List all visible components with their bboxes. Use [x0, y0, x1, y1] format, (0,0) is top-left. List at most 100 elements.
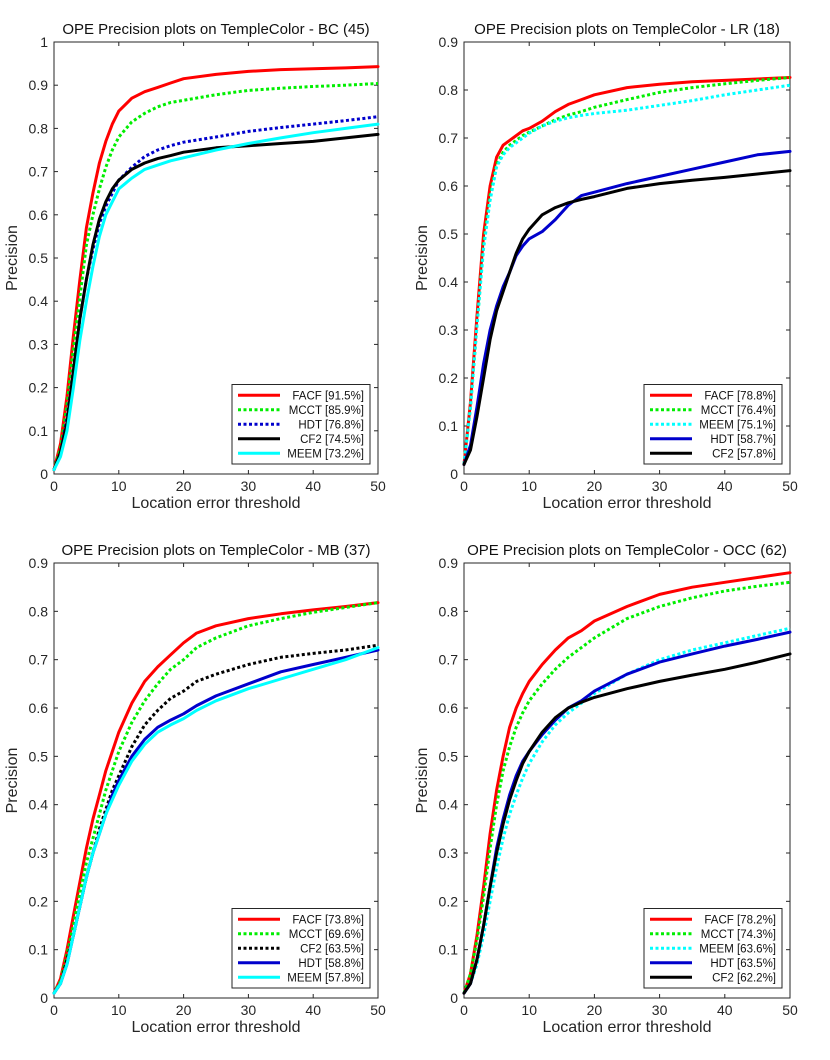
y-tick-label: 0.4	[29, 797, 49, 813]
x-tick-label: 20	[587, 1002, 603, 1018]
series-line-mcct	[462, 580, 791, 994]
series-line-meem	[52, 122, 380, 472]
series-line-facf	[462, 571, 792, 995]
y-tick-label: 0.7	[29, 652, 49, 668]
legend-label-facf: FACF [91.5%]	[292, 390, 364, 402]
legend-label-mcct: MCCT [69.6%]	[289, 929, 364, 941]
y-tick-label: 0.2	[439, 893, 459, 909]
x-tick-label: 40	[717, 1002, 733, 1018]
x-tick-label: 10	[521, 1002, 537, 1018]
y-tick-label: 1	[40, 34, 48, 50]
legend-label-mcct: MCCT [85.9%]	[289, 405, 364, 417]
y-tick-label: 0.7	[439, 130, 459, 146]
y-tick-label: 0.1	[439, 418, 459, 434]
legend-label-hdt: HDT [58.8%]	[298, 958, 364, 970]
series-line-mcct	[52, 601, 379, 994]
series-line-meem	[462, 83, 791, 465]
y-tick-label: 0.1	[439, 942, 459, 958]
legend-label-cf2: CF2 [63.5%]	[300, 943, 364, 955]
x-tick-label: 30	[241, 1002, 257, 1018]
y-tick-label: 0.4	[439, 274, 459, 290]
y-tick-label: 0.5	[29, 250, 49, 266]
series-line-cf2	[462, 169, 792, 466]
y-tick-label: 0.3	[439, 322, 459, 338]
y-tick-label: 0	[40, 466, 48, 482]
x-axis-label: Location error threshold	[132, 495, 301, 512]
x-tick-label: 40	[717, 478, 733, 494]
series-line-hdt	[462, 149, 792, 466]
x-tick-label: 50	[782, 1002, 798, 1018]
legend-label-hdt: HDT [63.5%]	[710, 958, 776, 970]
y-tick-label: 0	[450, 990, 458, 1006]
chart-panel-1: 0 10 20 30 40 50 0 0.1 0.2 0.3 0.4 0.5 0.6 0.7 0.8 0.9 1…	[4, 21, 386, 512]
y-tick-label: 0.2	[439, 370, 459, 386]
legend-label-hdt: HDT [76.8%]	[298, 419, 364, 431]
chart-title: OPE Precision plots on TempleColor - OCC…	[467, 542, 787, 559]
chart-title: OPE Precision plots on TempleColor - LR …	[474, 21, 780, 38]
x-tick-label: 50	[782, 478, 798, 494]
legend-label-meem: MEEM [57.8%]	[287, 972, 364, 984]
y-tick-label: 0	[40, 990, 48, 1006]
legend-label-mcct: MCCT [74.3%]	[701, 929, 776, 941]
y-tick-label: 0.6	[439, 178, 459, 194]
y-tick-label: 0.2	[29, 380, 49, 396]
chart-title: OPE Precision plots on TempleColor - MB …	[61, 542, 370, 559]
x-tick-label: 50	[370, 1002, 386, 1018]
legend-label-meem: MEEM [73.2%]	[287, 448, 364, 460]
series-line-cf2	[52, 643, 379, 995]
y-tick-label: 0.6	[439, 700, 459, 716]
legend-label-meem: MEEM [63.6%]	[699, 943, 776, 955]
legend: FACF [73.8%] MCCT [69.6%] CF2 [63.5%] HDT […	[231, 908, 371, 989]
y-tick-label: 0.5	[439, 226, 459, 242]
y-tick-label: 0.1	[29, 942, 49, 958]
chart-panel-4: 0 10 20 30 40 50 0 0.1 0.2 0.3 0.4 0.5 0.6 0.7 0.8 0.9 O…	[414, 542, 798, 1036]
y-tick-label: 0.7	[439, 652, 459, 668]
x-tick-label: 20	[587, 478, 603, 494]
x-tick-label: 50	[370, 478, 386, 494]
y-tick-label: 0.7	[29, 164, 49, 180]
x-tick-label: 40	[305, 478, 321, 494]
legend: FACF [91.5%] MCCT [85.9%] HDT [76.8%] CF2 […	[231, 384, 371, 465]
y-axis-label: Precision	[414, 748, 431, 814]
y-axis-label: Precision	[4, 225, 21, 291]
y-tick-label: 0.2	[29, 893, 49, 909]
x-tick-label: 30	[652, 1002, 668, 1018]
series-line-meem	[52, 646, 380, 995]
x-tick-label: 0	[460, 478, 468, 494]
x-tick-label: 30	[652, 478, 668, 494]
legend-label-hdt: HDT [58.7%]	[710, 434, 776, 446]
series-line-cf2	[52, 132, 380, 472]
legend-label-cf2: CF2 [74.5%]	[300, 434, 364, 446]
y-tick-label: 0.6	[29, 207, 49, 223]
x-axis-label: Location error threshold	[543, 495, 712, 512]
y-tick-label: 0.3	[439, 845, 459, 861]
x-tick-label: 10	[521, 478, 537, 494]
series-line-mcct	[52, 82, 379, 471]
y-tick-label: 0.9	[439, 34, 459, 50]
series-line-cf2	[462, 652, 792, 995]
legend-label-facf: FACF [78.2%]	[704, 914, 776, 926]
x-tick-label: 20	[176, 478, 192, 494]
y-tick-label: 0.8	[29, 603, 49, 619]
y-axis-label: Precision	[4, 748, 21, 814]
x-tick-label: 10	[111, 1002, 127, 1018]
y-tick-label: 0.8	[29, 120, 49, 136]
legend-label-cf2: CF2 [57.8%]	[712, 448, 776, 460]
chart-panel-2: 0 10 20 30 40 50 0 0.1 0.2 0.3 0.4 0.5 0.6 0.7 0.8 0.9 O…	[414, 21, 798, 512]
x-tick-label: 30	[241, 478, 257, 494]
y-tick-label: 0.9	[29, 555, 49, 571]
y-tick-label: 0.5	[439, 748, 459, 764]
x-tick-label: 0	[50, 1002, 58, 1018]
series-line-mcct	[462, 76, 791, 465]
legend-label-cf2: CF2 [62.2%]	[712, 972, 776, 984]
y-tick-label: 0	[450, 466, 458, 482]
legend-label-meem: MEEM [75.1%]	[699, 419, 776, 431]
series-line-meem	[462, 626, 791, 995]
y-tick-label: 0.3	[29, 336, 49, 352]
y-axis-label: Precision	[414, 225, 431, 291]
y-tick-label: 0.5	[29, 748, 49, 764]
x-axis-label: Location error threshold	[543, 1019, 712, 1036]
x-tick-label: 0	[50, 478, 58, 494]
legend: FACF [78.2%] MCCT [74.3%] MEEM [63.6%] HDT …	[643, 908, 783, 989]
